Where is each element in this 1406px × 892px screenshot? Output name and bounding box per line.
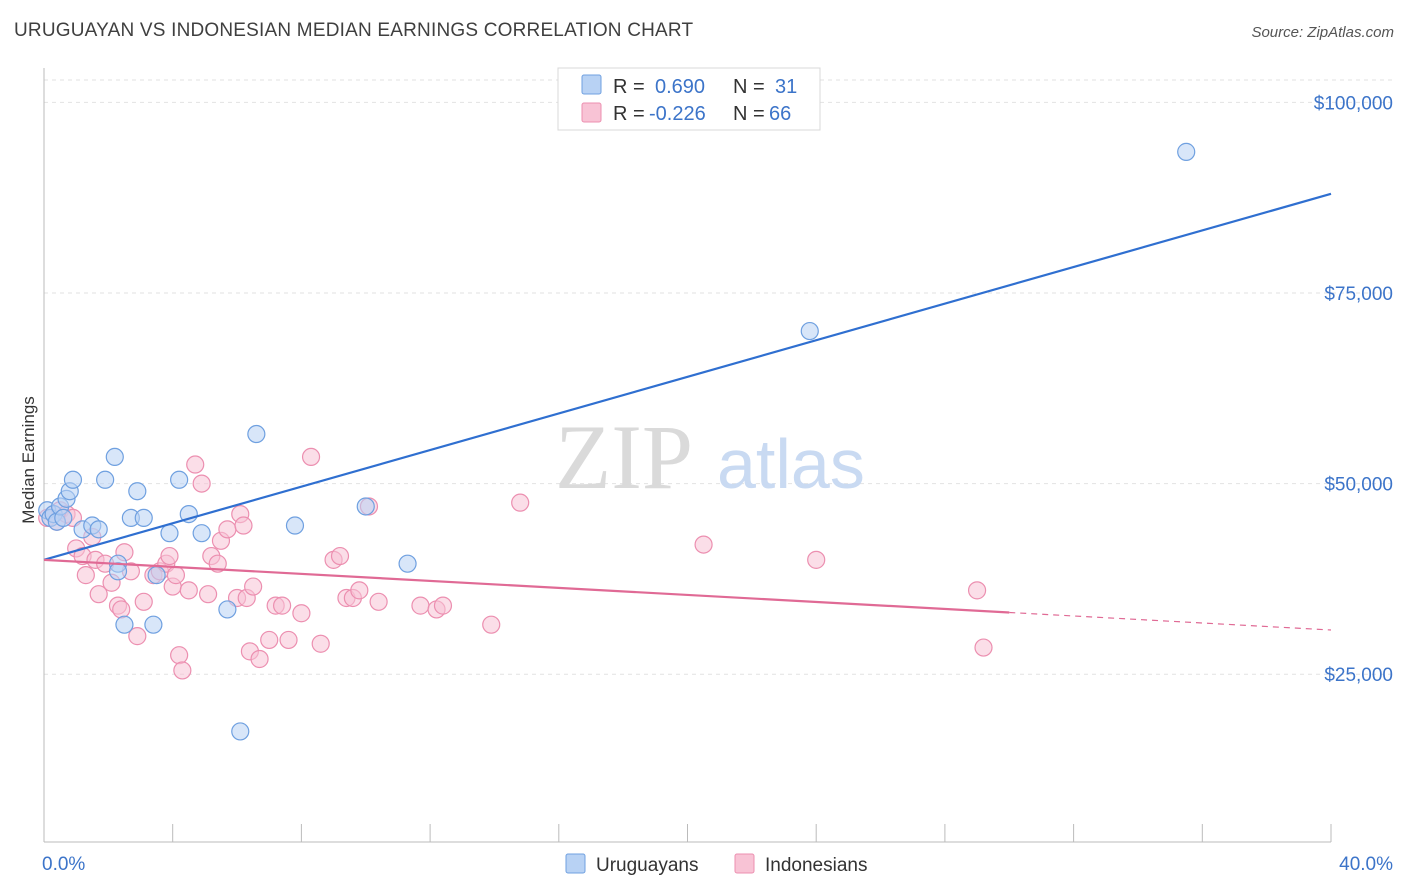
legend-swatch-uruguayans [581,74,602,95]
uruguayans-point-33 [1177,142,1196,161]
y-tick-label-2: $75,000 [1324,284,1393,305]
indonesians-point-62 [694,535,713,554]
uruguayans-trend-line [43,192,1332,561]
indonesians-point-59 [433,596,453,615]
uruguayans-point-28 [247,424,266,444]
x-tick-label-0: 0.0% [42,854,85,875]
indonesians-point-11 [89,585,108,604]
y-tick-label-0: $25,000 [1324,665,1393,686]
uruguayans-point-8 [63,470,83,489]
uruguayans-point-19 [134,508,153,528]
indonesians-point-45 [272,596,292,615]
indonesians-point-57 [411,596,430,615]
indonesians-trend-line [43,558,1010,614]
indonesians-point-15 [112,600,131,619]
legend-r-label-indonesians: R = [613,103,645,125]
watermark-zip: ZIP [555,406,693,508]
bottom-legend-indonesians: Indonesians [765,855,867,876]
indonesians-point-33 [208,554,227,573]
watermark-atlas: atlas [717,425,865,503]
series-legend: Uruguayans Indonesians [565,853,867,876]
indonesians-point-28 [179,581,198,600]
uruguayans-point-13 [105,447,124,467]
indonesians-point-65 [974,638,993,657]
uruguayans-point-16 [115,615,134,634]
y-tick-label-1: $50,000 [1324,475,1393,496]
trend-lines [43,192,1332,631]
legend-n-label-uruguayans: N = [733,76,765,98]
legend-n-value-indonesians: 66 [769,103,791,125]
indonesians-point-47 [292,604,311,623]
uruguayans-point-31 [398,554,417,573]
indonesians-point-54 [350,581,369,600]
data-points [38,142,1196,741]
uruguayans-point-15 [108,562,128,581]
uruguayans-point-29 [285,516,305,535]
axes [43,68,1332,843]
indonesians-point-51 [330,546,350,566]
indonesians-point-35 [218,520,237,539]
uruguayans-point-11 [89,520,108,539]
indonesians-point-18 [128,627,147,646]
indonesians-point-26 [170,646,189,665]
uruguayans-point-12 [96,470,115,489]
indonesians-point-63 [807,550,826,569]
y-tick-labels: $25,000 $50,000 $75,000 $100,000 [1314,93,1393,686]
indonesians-point-30 [192,474,211,493]
uruguayans-point-32 [800,321,819,341]
indonesians-point-23 [160,546,179,566]
indonesians-point-61 [511,493,530,512]
legend-n-label-indonesians: N = [733,103,765,125]
indonesians-point-48 [301,447,321,467]
legend-swatch-indonesians [581,102,602,123]
indonesians-point-27 [173,661,192,680]
indonesians-point-46 [279,630,298,650]
indonesians-point-29 [186,455,205,474]
watermark: ZIP atlas [555,406,865,508]
y-tick-label-3: $100,000 [1314,93,1393,114]
indonesians-point-43 [260,630,279,650]
uruguayans-point-25 [192,524,211,543]
chart-title: URUGUAYAN VS INDONESIAN MEDIAN EARNINGS … [14,20,694,41]
legend-r-value-uruguayans: 0.690 [655,76,705,98]
indonesians-point-19 [134,592,153,611]
legend-n-value-uruguayans: 31 [775,76,797,98]
bottom-legend-swatch-indonesians [734,853,755,874]
uruguayans-point-27 [231,722,250,741]
uruguayans-point-18 [128,482,147,501]
uruguayans-point-23 [170,470,189,489]
indonesians-point-41 [244,577,263,596]
indonesians-point-25 [166,566,186,585]
indonesians-point-8 [76,566,95,585]
x-tick-label-1: 40.0% [1339,854,1393,875]
bottom-legend-swatch-uruguayans [565,853,586,874]
uruguayans-point-22 [160,524,179,543]
uruguayans-point-5 [54,508,73,528]
x-tick-labels: 0.0% 40.0% [42,854,1393,875]
uruguayans-point-21 [147,566,166,585]
y-axis-label: Median Earnings [19,396,38,524]
indonesians-trend-line-extrapolated [1009,611,1332,631]
indonesians-point-60 [482,615,501,634]
indonesians-point-42 [250,649,269,669]
indonesians-point-38 [234,516,253,535]
legend-r-value-indonesians: -0.226 [649,103,706,125]
indonesians-point-56 [369,592,388,611]
stats-legend: R = 0.690 N = 31 R = -0.226 N = 66 [557,67,821,131]
source-credit: Source: ZipAtlas.com [1251,24,1394,41]
indonesians-point-31 [198,585,218,604]
uruguayans-point-26 [218,600,237,619]
indonesians-point-49 [311,634,330,653]
legend-r-label-uruguayans: R = [613,76,645,98]
bottom-legend-uruguayans: Uruguayans [596,855,698,876]
uruguayans-point-30 [356,497,375,516]
uruguayans-point-20 [144,615,163,634]
indonesians-point-64 [967,581,987,600]
